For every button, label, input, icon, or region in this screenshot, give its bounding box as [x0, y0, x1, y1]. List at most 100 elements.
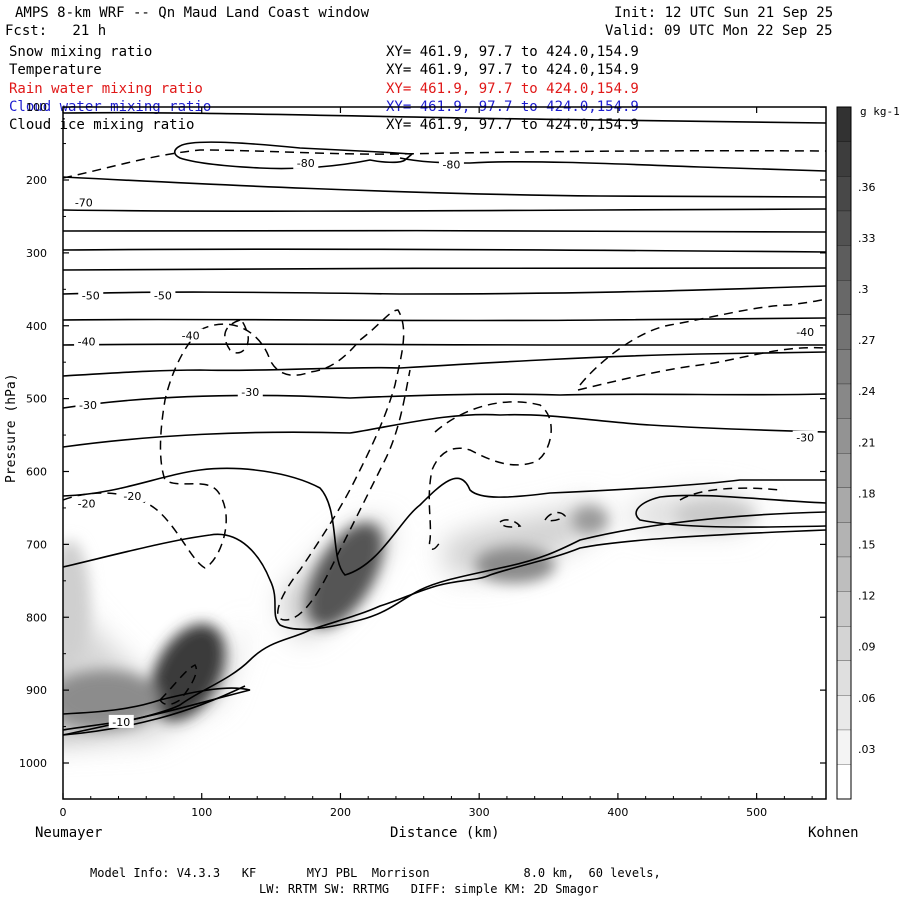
snow-shading-cores: [63, 501, 755, 730]
contour-label-bg: [78, 288, 104, 302]
colorbar-swatch: [837, 591, 851, 626]
x-tick-label: 300: [469, 806, 490, 819]
mixing-ratio-contours: [63, 149, 826, 706]
contour-label: -30: [79, 399, 97, 412]
contour-label-bg: [237, 384, 263, 398]
y-tick-label: 200: [26, 174, 47, 187]
colorbar-label: .03: [858, 743, 876, 756]
contour-label: -40: [796, 326, 814, 339]
colorbar-swatch: [837, 210, 851, 246]
field-xy-snow: XY= 461.9, 97.7 to 424.0,154.9: [386, 44, 639, 60]
contour-label-bg: [438, 157, 464, 171]
colorbar-label: .3: [858, 283, 869, 296]
contour-label-bg: [75, 397, 101, 411]
field-xy-temperature: XY= 461.9, 97.7 to 424.0,154.9: [386, 62, 639, 78]
colorbar-swatch: [837, 349, 851, 384]
x-tick-label: 0: [60, 806, 67, 819]
colorbar-swatch: [837, 245, 851, 280]
colorbar-swatch: [837, 764, 851, 799]
contour-label-bg: [178, 328, 204, 342]
contour-label: -30: [241, 386, 259, 399]
contour-label: -20: [123, 490, 141, 503]
colorbar-swatch: [837, 660, 851, 696]
x-tick-label: 500: [746, 806, 767, 819]
plot-title: AMPS 8-km WRF -- Qn Maud Land Coast wind…: [15, 5, 370, 21]
forecast-hour: Fcst: 21 h: [5, 23, 107, 39]
station-left: Neumayer: [35, 825, 103, 841]
y-tick-label: 1000: [19, 757, 47, 770]
model-physics: LW: RRTM SW: RRTMG DIFF: simple KM: 2D S…: [259, 882, 599, 896]
colorbar-label: .33: [858, 232, 876, 245]
field-label-rain: Rain water mixing ratio: [9, 81, 203, 97]
y-tick-label: 500: [26, 393, 47, 406]
contour-label-bg: [150, 288, 176, 302]
x-tick-label: 100: [191, 806, 212, 819]
field-xy-rain: XY= 461.9, 97.7 to 424.0,154.9: [386, 81, 639, 97]
contour-label: -40: [182, 330, 200, 343]
colorbar-label: .06: [858, 692, 876, 705]
plot-frame: [62, 106, 827, 800]
colorbar-swatch: [837, 176, 851, 211]
colorbar-swatch: [837, 453, 851, 488]
model-info: Model Info: V4.3.3 KF MYJ PBL Morrison 8…: [90, 866, 661, 880]
y-tick-label: 700: [26, 538, 47, 551]
colorbar-label: .12: [858, 590, 876, 603]
field-label-temperature: Temperature: [9, 62, 102, 78]
y-tick-label: 800: [26, 611, 47, 624]
y-tick-label: 300: [26, 247, 47, 260]
y-axis: 100 200 300 400 500 600 700 800 900 1000: [19, 101, 826, 770]
colorbar-swatch: [837, 556, 851, 592]
colorbar-label: .21: [858, 436, 876, 449]
colorbar-swatch: [837, 487, 851, 523]
x-tick-label: 200: [330, 806, 351, 819]
colorbar-swatch: [837, 418, 851, 453]
contour-label: -80: [297, 157, 315, 170]
colorbar: .03 .06 .09 .12 .15 .18 .21 .24 .27 .3 .33 .36: [836, 106, 876, 800]
colorbar-swatch: [837, 383, 851, 419]
colorbar-units: g kg-1: [860, 105, 900, 118]
contour-labels: -80 -80 -70 -50 -50 -40 -40 -40 -30 -30 -30 -20 -20 -…: [71, 155, 818, 729]
contour-label: -30: [796, 432, 814, 445]
contour-label: -40: [78, 336, 96, 349]
contour-label-bg: [71, 195, 97, 209]
colorbar-swatch: [837, 522, 851, 557]
colorbar-swatch: [837, 141, 851, 177]
contour-label: -80: [442, 158, 460, 171]
contour-label: -10: [112, 716, 130, 729]
colorbar-label: .24: [858, 385, 876, 398]
x-tick-label: 400: [607, 806, 628, 819]
contour-label: -20: [78, 497, 96, 510]
init-time: Init: 12 UTC Sun 21 Sep 25: [614, 5, 834, 21]
contour-label-bg: [74, 496, 100, 510]
x-axis: 0 100 200 300 400 500: [60, 107, 813, 819]
contour-label-bg: [74, 334, 100, 348]
valid-time: Valid: 09 UTC Mon 22 Sep 25: [605, 23, 833, 39]
contour-label-bg: [792, 325, 818, 339]
colorbar-label: .15: [858, 539, 876, 552]
y-tick-label: 400: [26, 320, 47, 333]
colorbar-label: .27: [858, 334, 876, 347]
contour-label-bg: [792, 430, 818, 444]
colorbar-label: .36: [858, 181, 876, 194]
contour-label-bg: [293, 155, 319, 169]
field-label-cloud-ice: Cloud ice mixing ratio: [9, 117, 195, 133]
snow-shading: [63, 492, 760, 744]
colorbar-swatch: [837, 314, 851, 350]
station-right: Kohnen: [808, 825, 859, 841]
x-axis-title: Distance (km): [390, 825, 500, 841]
colorbar-swatch: [837, 695, 851, 730]
contour-label-bg: [108, 714, 134, 728]
colorbar-label: .18: [858, 487, 876, 500]
field-label-snow: Snow mixing ratio: [9, 44, 153, 60]
colorbar-swatch: [837, 729, 851, 765]
y-tick-label: 900: [26, 684, 47, 697]
y-tick-label: 600: [26, 466, 47, 479]
y-axis-title: Pressure (hPa): [4, 373, 19, 483]
colorbar-swatch: [837, 107, 851, 142]
colorbar-frame: [836, 106, 852, 800]
colorbar-swatch: [837, 626, 851, 661]
contour-label-bg: [119, 489, 145, 503]
colorbar-swatch: [837, 280, 851, 315]
